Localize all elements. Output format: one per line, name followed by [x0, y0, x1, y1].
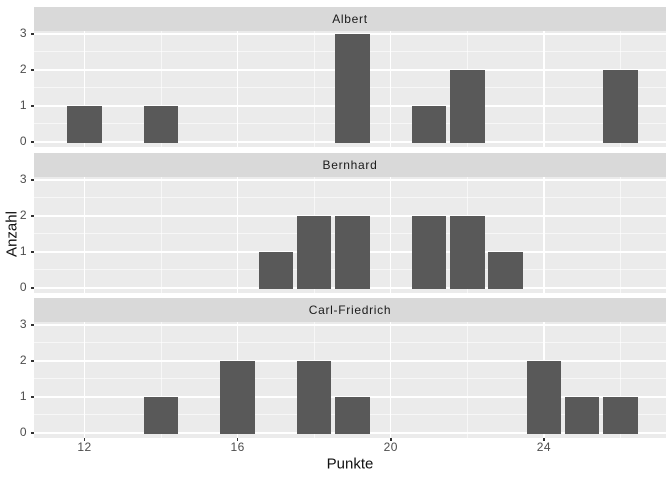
y-tick-label: 3: [19, 26, 27, 41]
gridline-minor-y: [34, 197, 666, 199]
facet-strip-label: Bernhard: [322, 158, 378, 172]
gridline-major-x: [236, 177, 239, 293]
y-tick-mark: [31, 215, 34, 217]
gridline-major-y: [34, 33, 666, 35]
x-tick-label: 24: [536, 440, 552, 454]
y-tick-mark: [31, 141, 34, 143]
gridline-major-y: [34, 324, 666, 326]
facet-panel: [34, 31, 666, 147]
facet-panel: [34, 177, 666, 293]
gridline-minor-x: [619, 322, 621, 438]
y-tick-mark: [31, 396, 34, 398]
x-tick-mark: [390, 438, 392, 441]
gridline-major-y: [34, 360, 666, 362]
histogram-bar: [488, 251, 523, 290]
y-tick-label: 2: [19, 62, 27, 77]
x-tick-mark: [543, 438, 545, 441]
y-tick-mark: [31, 33, 34, 35]
y-tick-label: 1: [19, 98, 27, 113]
y-tick-mark: [31, 360, 34, 362]
gridline-major-x: [543, 31, 545, 147]
facet-strip-label: Carl-Friedrich: [308, 303, 392, 317]
gridline-minor-x: [160, 177, 162, 293]
histogram-bar: [603, 396, 638, 435]
gridline-major-x: [83, 31, 86, 147]
y-tick-label: 0: [19, 425, 27, 440]
gridline-major-x: [543, 177, 545, 293]
histogram-bar: [296, 215, 332, 290]
x-tick-label: 16: [230, 440, 245, 454]
histogram-bar: [335, 215, 370, 290]
gridline-major-y: [34, 215, 666, 217]
gridline-major-x: [390, 177, 392, 293]
y-tick-mark: [31, 432, 34, 434]
gridline-major-x: [390, 31, 392, 147]
y-tick-label: 0: [19, 280, 27, 295]
y-tick-mark: [31, 287, 34, 289]
gridline-major-x: [390, 322, 392, 438]
x-tick-mark: [236, 438, 239, 441]
histogram-bar: [296, 360, 332, 435]
histogram-bar: [143, 105, 179, 144]
histogram-bar: [603, 69, 638, 144]
x-tick-label: 12: [77, 440, 92, 454]
gridline-minor-x: [619, 177, 621, 293]
gridline-minor-x: [466, 322, 468, 438]
y-tick-label: 1: [19, 389, 27, 404]
gridline-major-x: [236, 31, 239, 147]
gridline-minor-y: [34, 378, 666, 380]
gridline-major-y: [34, 179, 666, 181]
histogram-bar: [564, 396, 600, 435]
y-tick-label: 3: [19, 317, 27, 332]
gridline-major-x: [83, 177, 86, 293]
gridline-minor-x: [160, 322, 162, 438]
x-tick-label: 20: [383, 440, 398, 454]
histogram-bar: [450, 215, 485, 290]
y-tick-label: 3: [19, 172, 27, 187]
facet-strip: Bernhard: [34, 153, 666, 177]
x-tick-mark: [83, 438, 86, 441]
gridline-minor-x: [313, 31, 315, 147]
gridline-minor-y: [34, 342, 666, 344]
y-tick-mark: [31, 69, 34, 71]
y-tick-mark: [31, 251, 34, 253]
y-tick-label: 1: [19, 244, 27, 259]
histogram-bar: [220, 360, 255, 435]
gridline-major-y: [34, 396, 666, 398]
y-tick-mark: [31, 105, 34, 107]
histogram-bar: [67, 105, 102, 144]
histogram-bar: [335, 396, 370, 435]
y-tick-mark: [31, 179, 34, 181]
facet-strip-label: Albert: [332, 12, 368, 26]
gridline-major-x: [83, 322, 86, 438]
histogram-bar: [411, 105, 447, 144]
histogram-bar: [335, 33, 370, 144]
y-tick-label: 2: [19, 208, 27, 223]
histogram-bar: [258, 251, 294, 290]
histogram-bar: [143, 396, 179, 435]
gridline-minor-x: [160, 31, 162, 147]
y-tick-label: 0: [19, 134, 27, 149]
facet-strip: Carl-Friedrich: [34, 298, 666, 322]
y-tick-mark: [31, 324, 34, 326]
histogram-bar: [526, 360, 562, 435]
y-tick-label: 2: [19, 353, 27, 368]
facet-strip: Albert: [34, 7, 666, 31]
facet-panel: [34, 322, 666, 438]
x-axis-title: Punkte: [326, 455, 374, 473]
histogram-bar: [450, 69, 485, 144]
histogram-bar: [411, 215, 447, 290]
